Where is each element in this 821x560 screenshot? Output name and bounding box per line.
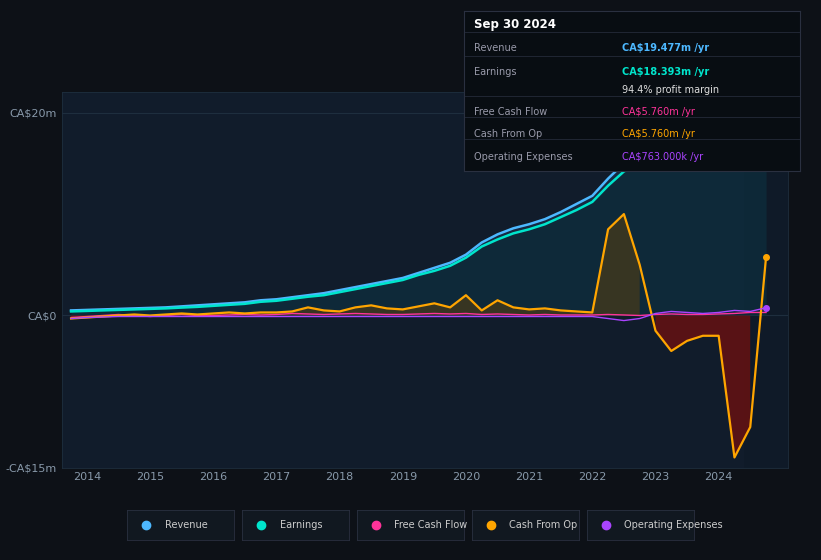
Text: 94.4% profit margin: 94.4% profit margin bbox=[622, 86, 719, 95]
Text: CA$19.477m /yr: CA$19.477m /yr bbox=[622, 43, 709, 53]
Text: Operating Expenses: Operating Expenses bbox=[474, 152, 572, 162]
Text: Revenue: Revenue bbox=[474, 43, 516, 53]
Text: Earnings: Earnings bbox=[279, 520, 322, 530]
Text: CA$18.393m /yr: CA$18.393m /yr bbox=[622, 67, 709, 77]
Text: CA$763.000k /yr: CA$763.000k /yr bbox=[622, 152, 704, 162]
Text: Free Cash Flow: Free Cash Flow bbox=[474, 107, 548, 117]
Bar bbox=[744, 92, 795, 468]
Text: Revenue: Revenue bbox=[164, 520, 208, 530]
Text: CA$5.760m /yr: CA$5.760m /yr bbox=[622, 107, 695, 117]
Text: Cash From Op: Cash From Op bbox=[474, 129, 542, 139]
Text: Operating Expenses: Operating Expenses bbox=[625, 520, 723, 530]
Text: Free Cash Flow: Free Cash Flow bbox=[395, 520, 468, 530]
Text: Sep 30 2024: Sep 30 2024 bbox=[474, 17, 556, 31]
Text: Cash From Op: Cash From Op bbox=[509, 520, 578, 530]
Text: CA$5.760m /yr: CA$5.760m /yr bbox=[622, 129, 695, 139]
Text: Earnings: Earnings bbox=[474, 67, 516, 77]
